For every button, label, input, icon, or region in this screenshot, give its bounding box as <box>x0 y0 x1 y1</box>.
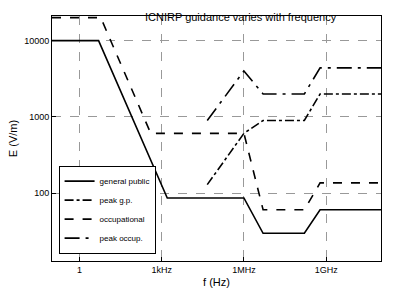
svg-text:1MHz: 1MHz <box>232 265 256 275</box>
svg-text:ICNIRP guidance varies with fr: ICNIRP guidance varies with frequency <box>145 11 337 23</box>
svg-text:occupational: occupational <box>100 215 145 224</box>
svg-text:1: 1 <box>77 265 82 275</box>
svg-text:1000: 1000 <box>29 112 49 122</box>
svg-text:100: 100 <box>34 188 49 198</box>
svg-text:1GHz: 1GHz <box>315 265 339 275</box>
svg-text:f (Hz): f (Hz) <box>203 276 230 288</box>
svg-text:1kHz: 1kHz <box>151 265 172 275</box>
svg-text:10000: 10000 <box>24 36 49 46</box>
svg-text:general public: general public <box>100 177 150 186</box>
svg-text:peak g.p.: peak g.p. <box>100 196 133 205</box>
svg-text:peak occup.: peak occup. <box>100 234 143 243</box>
svg-text:E (V/m): E (V/m) <box>7 120 19 157</box>
